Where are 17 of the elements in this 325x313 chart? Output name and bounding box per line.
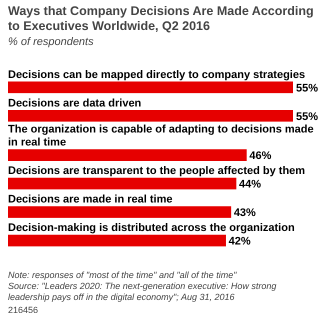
y-tick-label: Decisions can be mapped directly to company strategies [8,68,306,81]
data-label: 55% [296,82,318,94]
data-label: 46% [249,150,272,162]
data-label: 42% [228,236,251,248]
chart-title: Ways that Company Decisions Are Made According to Executives Worldwide, Q2 2016 [8,4,315,34]
source-note: Source: "Leaders 2020: The next-generation executive: How strong leadership pays off in the digital economy"; Aug 31, 2016 [8,281,278,303]
y-tick-label: Decisions are transparent to the people affected by them [8,165,306,178]
text: 216456 [8,305,40,313]
data-label: 44% [239,178,262,191]
y-tick-label: Decisions are data driven [8,97,142,110]
data-label: 55% [296,110,318,123]
data-label: 43% [234,207,256,220]
y-tick-label: Decisions are made in real time [8,194,172,206]
chart-subtitle: % of respondents [8,36,95,48]
text: Note: responses of "most of the time" and "all of the time" [8,270,238,281]
y-tick-label: The organization is capable of adapting to decisions made in real time [8,124,314,149]
y-tick-label: Decision-making is distributed across the organization [8,222,295,234]
